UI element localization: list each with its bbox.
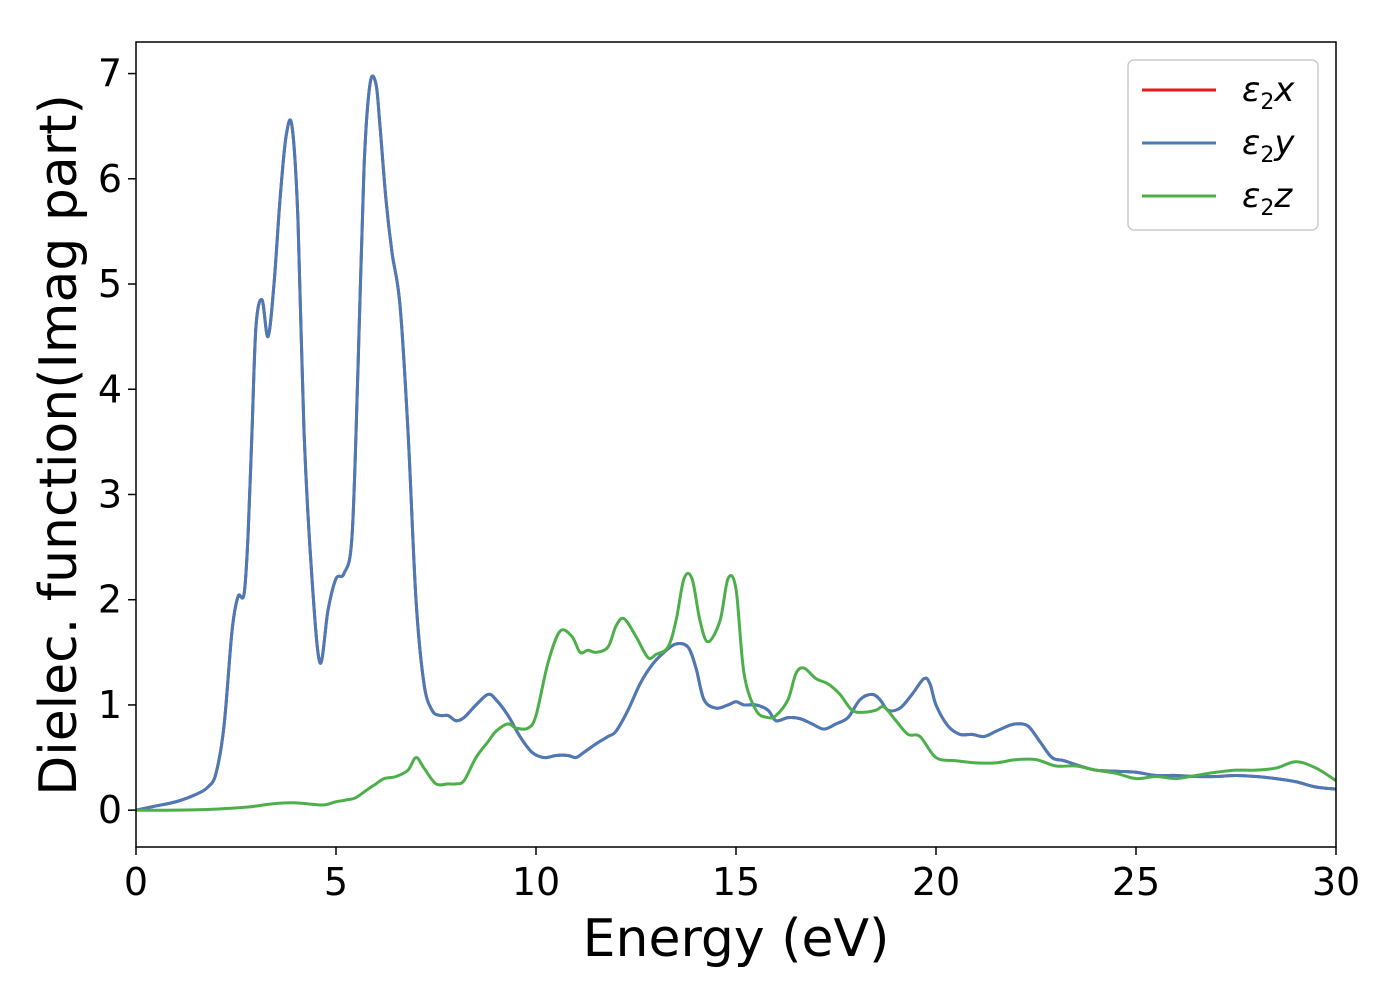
y-tick-label: 7 [98, 52, 122, 96]
x-axis-label: Energy (eV) [583, 909, 890, 969]
legend-label-3: ε2z [1242, 176, 1293, 221]
x-tick-label: 15 [712, 860, 760, 904]
plot-lines [135, 74, 1337, 812]
series-line-3 [135, 571, 1337, 812]
legend-frame [1127, 59, 1319, 231]
y-tick-label: 6 [98, 157, 122, 201]
x-axis-ticks: 0 5 10 15 20 25 30 [124, 847, 1360, 904]
y-tick-label: 3 [98, 472, 122, 516]
y-axis-label: Dielec. function(Imag part) [29, 94, 89, 796]
series-line-2 [135, 74, 1337, 812]
legend-label-1: ε2x [1242, 70, 1295, 115]
legend: ε2x ε2y ε2z [1127, 59, 1319, 231]
y-tick-label: 0 [98, 788, 122, 832]
y-tick-label: 5 [98, 262, 122, 306]
y-tick-label: 2 [98, 578, 122, 622]
x-tick-label: 20 [912, 860, 960, 904]
legend-label-2: ε2y [1242, 123, 1295, 168]
x-tick-label: 5 [324, 860, 348, 904]
y-tick-label: 1 [98, 683, 122, 727]
x-tick-label: 10 [512, 860, 560, 904]
y-tick-label: 4 [98, 367, 122, 411]
x-tick-label: 30 [1312, 860, 1360, 904]
x-tick-label: 0 [124, 860, 148, 904]
y-axis-ticks: 0 1 2 3 4 5 6 7 [98, 52, 136, 832]
x-tick-label: 25 [1112, 860, 1160, 904]
